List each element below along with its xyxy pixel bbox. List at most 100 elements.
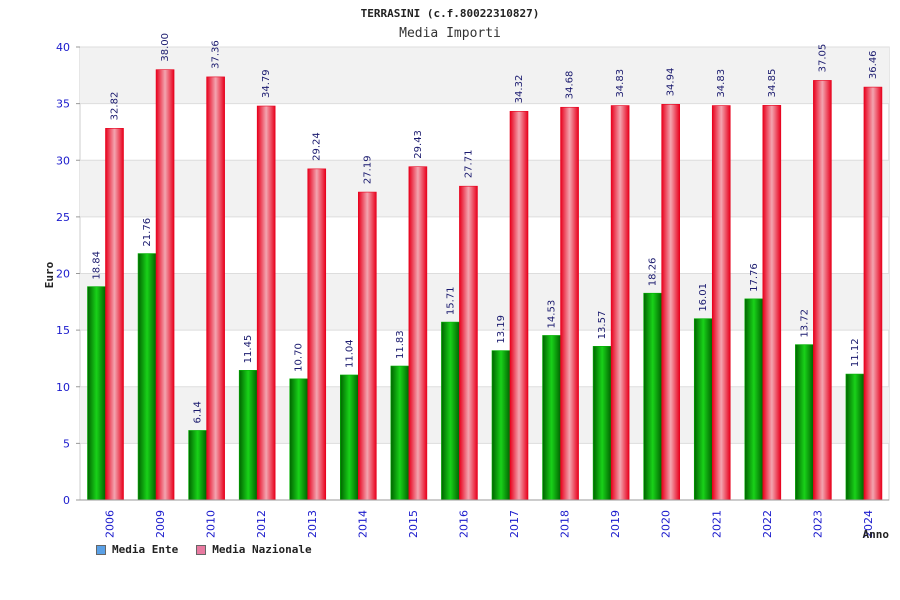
value-label: 11.45 [243,335,254,364]
bar-media-ente-2017 [491,350,511,501]
value-label: 27.71 [463,150,474,179]
bar-media-ente-2018 [542,335,561,501]
bar-media-nazionale-2020 [661,104,680,501]
bar-media-ente-2023 [795,344,814,501]
bars [87,69,883,501]
bar-media-nazionale-2022 [762,105,782,501]
x-tick-label: 2012 [255,510,268,538]
x-axis-ticks: 2006 2009 2010 2012 2013 2014 2015 2016 2017 2018… [104,510,875,538]
y-tick-label: 10 [56,381,70,394]
bar-media-nazionale-2018 [560,106,579,501]
value-label: 37.05 [817,44,828,73]
bar-media-nazionale-2016 [459,185,478,501]
value-label: 18.84 [92,251,103,280]
bar-media-ente-2024 [845,373,865,501]
x-tick-label: 2021 [710,510,723,538]
bar-media-nazionale-2010 [206,76,225,501]
value-labels: 18.84 32.82 21.76 38.00 6.14 37.36 11.45 34.79 1… [92,33,879,423]
value-label: 13.72 [799,309,810,338]
value-label: 34.83 [716,69,727,98]
value-label: 21.76 [142,218,153,247]
bar-media-nazionale-2015 [408,166,428,501]
chart-subtitle: Media Importi [399,26,501,41]
value-label: 29.43 [413,130,424,159]
y-tick-label: 40 [56,41,70,54]
bar-media-nazionale-2012 [256,105,276,501]
value-label: 10.70 [294,343,305,372]
x-tick-label: 2010 [205,510,218,538]
value-label: 18.26 [648,258,659,287]
value-label: 14.53 [547,300,558,329]
value-label: 34.32 [514,75,525,104]
bar-media-ente-2012 [238,370,258,501]
bar-media-nazionale-2019 [610,105,630,501]
value-label: 16.01 [698,283,709,312]
x-tick-label: 2016 [457,510,470,538]
value-label: 13.57 [597,311,608,340]
bar-media-ente-2013 [289,378,309,501]
value-label: 34.94 [666,68,677,97]
bar-media-ente-2020 [643,292,662,501]
value-label: 36.46 [868,50,879,79]
bar-media-ente-2021 [693,318,713,501]
y-axis-ticks: 0 5 10 15 20 25 30 35 40 [56,41,889,507]
value-label: 11.83 [395,330,406,359]
value-label: 15.71 [445,286,456,315]
value-label: 34.83 [615,69,626,98]
bar-media-ente-2022 [744,298,764,501]
y-tick-label: 15 [56,324,70,337]
value-label: 32.82 [110,92,121,121]
value-label: 34.85 [767,69,778,98]
bar-media-ente-2016 [441,321,460,501]
value-label: 27.19 [362,155,373,184]
value-label: 6.14 [193,401,204,423]
bar-media-ente-2019 [592,346,612,501]
bar-media-ente-2009 [137,253,157,501]
value-label: 17.76 [749,263,760,292]
bar-media-ente-2014 [340,374,359,501]
legend: Media Ente Media Nazionale [96,543,312,556]
legend-swatch-media-nazionale [196,544,207,555]
x-tick-label: 2019 [609,510,622,538]
bar-media-nazionale-2009 [155,69,175,501]
legend-label-media-nazionale: Media Nazionale [212,543,312,556]
x-tick-label: 2022 [761,510,774,538]
value-label: 11.04 [344,339,355,368]
chart-title: TERRASINI (c.f.80022310827) [361,7,540,20]
x-tick-label: 2015 [407,510,420,538]
y-tick-label: 25 [56,211,70,224]
bar-media-nazionale-2023 [813,80,832,501]
value-label: 38.00 [160,33,171,62]
bar-media-nazionale-2021 [711,105,731,501]
bar-media-nazionale-2014 [358,191,377,501]
y-tick-label: 30 [56,154,70,167]
x-tick-label: 2023 [811,510,824,538]
x-tick-label: 2024 [862,510,875,538]
x-tick-label: 2014 [356,510,369,538]
bar-media-ente-2015 [390,365,410,501]
x-tick-label: 2006 [104,510,117,538]
bar-media-nazionale-2013 [307,168,327,501]
bar-media-nazionale-2024 [863,86,883,501]
y-tick-label: 35 [56,98,70,111]
x-tick-label: 2009 [154,510,167,538]
y-tick-label: 5 [63,437,70,450]
legend-swatch-media-ente [96,544,106,555]
value-label: 34.79 [261,69,272,98]
value-label: 37.36 [211,40,222,69]
value-label: 11.12 [850,338,861,367]
x-tick-label: 2013 [306,510,319,538]
x-tick-label: 2018 [559,510,572,538]
x-axis-label: Anno [863,528,890,541]
legend-item-media-nazionale: Media Nazionale [196,543,312,556]
bar-media-ente-2006 [87,286,106,501]
y-tick-label: 20 [56,268,70,281]
legend-label-media-ente: Media Ente [112,543,179,556]
value-label: 34.68 [565,71,576,100]
value-label: 13.19 [496,315,507,344]
value-label: 29.24 [312,132,323,161]
bar-media-nazionale-2017 [509,111,529,501]
y-tick-label: 0 [63,494,70,507]
bar-media-ente-2010 [188,430,207,501]
